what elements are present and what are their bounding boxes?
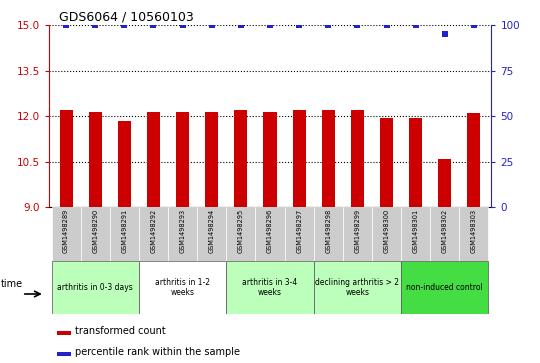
Bar	[226, 207, 255, 261]
Point	[120, 23, 129, 28]
Bar	[234, 110, 247, 207]
Text: GSM1498294: GSM1498294	[209, 208, 215, 253]
Bar	[118, 121, 131, 207]
Bar	[205, 112, 218, 207]
Text: arthritis in 0-3 days: arthritis in 0-3 days	[57, 283, 133, 292]
Point	[382, 23, 391, 28]
Text: arthritis in 3-4
weeks: arthritis in 3-4 weeks	[242, 278, 298, 297]
Bar	[285, 207, 314, 261]
Bar	[57, 352, 71, 356]
Text: GSM1498295: GSM1498295	[238, 208, 244, 253]
Bar	[226, 261, 314, 314]
Text: GSM1498293: GSM1498293	[180, 208, 186, 253]
Bar	[139, 261, 226, 314]
Bar	[197, 207, 226, 261]
Text: declining arthritis > 2
weeks: declining arthritis > 2 weeks	[315, 278, 400, 297]
Bar	[314, 261, 401, 314]
Bar	[460, 207, 489, 261]
Point	[62, 23, 70, 28]
Point	[207, 23, 216, 28]
Text: GSM1498299: GSM1498299	[354, 208, 360, 253]
Bar	[314, 207, 343, 261]
Text: GSM1498292: GSM1498292	[151, 208, 157, 253]
Bar	[110, 207, 139, 261]
Point	[324, 23, 333, 28]
Point	[91, 23, 99, 28]
Bar	[380, 118, 393, 207]
Point	[237, 23, 245, 28]
Text: GSM1498296: GSM1498296	[267, 208, 273, 253]
Bar	[401, 207, 430, 261]
Bar	[147, 112, 160, 207]
Point	[411, 23, 420, 28]
Bar	[322, 110, 335, 207]
Bar	[401, 261, 489, 314]
Text: GSM1498303: GSM1498303	[471, 208, 477, 253]
Bar	[139, 207, 168, 261]
Bar	[264, 112, 276, 207]
Bar	[438, 159, 451, 207]
Point	[149, 23, 158, 28]
Bar	[293, 110, 306, 207]
Text: GSM1498300: GSM1498300	[383, 208, 389, 253]
Bar	[255, 207, 285, 261]
Bar	[80, 207, 110, 261]
Text: time: time	[1, 279, 23, 289]
Bar	[430, 207, 460, 261]
Bar	[168, 207, 197, 261]
Bar	[372, 207, 401, 261]
Text: GSM1498297: GSM1498297	[296, 208, 302, 253]
Text: GSM1498298: GSM1498298	[325, 208, 331, 253]
Point	[353, 23, 362, 28]
Bar	[409, 118, 422, 207]
Point	[441, 32, 449, 37]
Text: GSM1498301: GSM1498301	[413, 208, 418, 253]
Bar	[467, 113, 481, 207]
Point	[266, 23, 274, 28]
Point	[178, 23, 187, 28]
Text: GSM1498290: GSM1498290	[92, 208, 98, 253]
Bar	[176, 112, 189, 207]
Text: GDS6064 / 10560103: GDS6064 / 10560103	[59, 11, 194, 24]
Point	[295, 23, 303, 28]
Bar	[343, 207, 372, 261]
Bar	[51, 261, 139, 314]
Text: non-induced control: non-induced control	[407, 283, 483, 292]
Text: GSM1498291: GSM1498291	[122, 208, 127, 253]
Bar	[57, 331, 71, 335]
Text: GSM1498289: GSM1498289	[63, 208, 69, 253]
Text: transformed count: transformed count	[75, 326, 166, 336]
Bar	[89, 112, 102, 207]
Text: arthritis in 1-2
weeks: arthritis in 1-2 weeks	[155, 278, 210, 297]
Point	[470, 23, 478, 28]
Bar	[351, 110, 364, 207]
Bar	[51, 207, 80, 261]
Text: percentile rank within the sample: percentile rank within the sample	[75, 347, 240, 357]
Bar	[59, 110, 73, 207]
Text: GSM1498302: GSM1498302	[442, 208, 448, 253]
